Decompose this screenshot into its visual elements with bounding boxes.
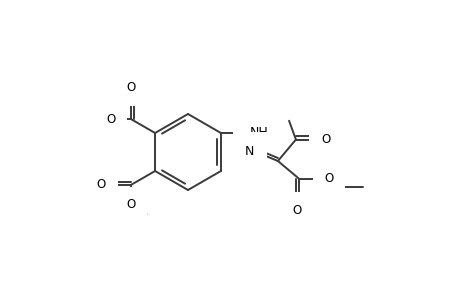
Text: NH: NH [249,125,268,139]
Text: O: O [324,172,333,185]
Text: O: O [96,178,106,191]
Text: O: O [292,204,301,217]
Text: O: O [126,199,135,212]
Text: N: N [245,145,254,158]
Text: O: O [320,133,330,146]
Text: O: O [126,81,135,94]
Text: O: O [106,112,115,125]
